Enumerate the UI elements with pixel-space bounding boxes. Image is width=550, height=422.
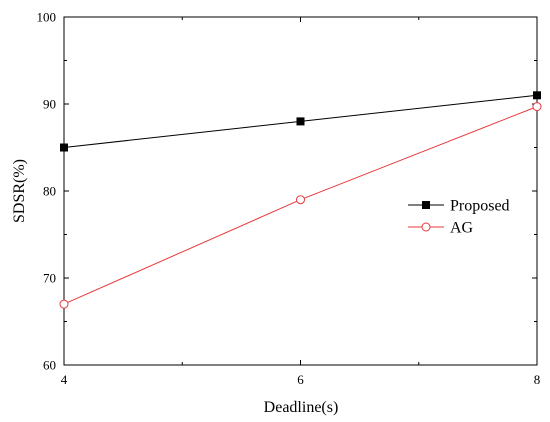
axis-tick-labels: 4 6 8 60 70 80 90 100 (37, 10, 541, 388)
y-tick-label: 90 (43, 97, 56, 112)
data-point-proposed (60, 143, 68, 152)
x-axis-title: Deadline(s) (264, 399, 339, 416)
y-tick-label: 100 (37, 10, 57, 25)
axis-ticks (63, 16, 538, 366)
y-tick-label: 80 (43, 184, 56, 199)
x-tick-label: 4 (61, 372, 68, 387)
data-point-proposed (533, 91, 541, 100)
x-tick-label: 6 (297, 372, 304, 387)
legend-label: Proposed (450, 198, 510, 215)
data-series (59, 91, 542, 309)
legend-item-proposed: Proposed (408, 198, 510, 215)
legend: Proposed AG (408, 198, 510, 237)
data-point-proposed (296, 117, 305, 126)
y-tick-label: 60 (43, 358, 56, 373)
data-point-ag (532, 102, 542, 112)
data-point-ag (59, 299, 69, 309)
y-axis-title: SDSR(%) (11, 159, 28, 223)
legend-item-ag: AG (408, 220, 474, 237)
series-proposed (60, 91, 541, 152)
x-tick-label: 8 (534, 372, 541, 387)
data-point-ag (296, 195, 305, 205)
legend-label: AG (450, 220, 474, 237)
legend-swatch-marker (422, 201, 430, 209)
plot-frame (63, 16, 538, 366)
series-ag (59, 102, 542, 309)
plot-area-border (63, 16, 538, 366)
legend-swatch-marker (421, 222, 431, 232)
y-tick-label: 70 (43, 271, 56, 286)
